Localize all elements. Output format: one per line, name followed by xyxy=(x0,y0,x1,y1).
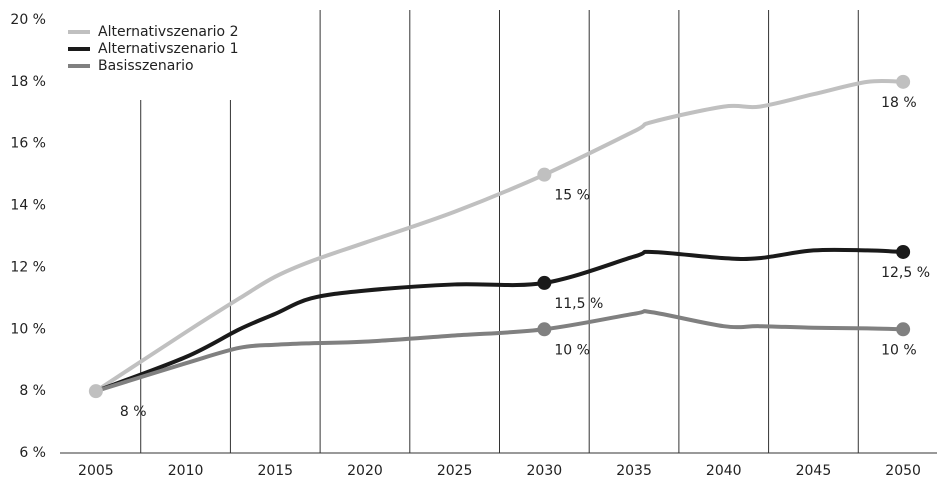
data-label: 18 % xyxy=(881,95,917,111)
legend-label: Alternativszenario 1 xyxy=(98,41,238,57)
point-marker xyxy=(537,275,552,290)
x-tick-label: 2005 xyxy=(78,463,114,479)
data-label: 8 % xyxy=(120,404,147,420)
point-marker xyxy=(88,384,103,399)
x-tick-label: 2040 xyxy=(706,463,742,479)
point-marker xyxy=(896,322,911,337)
x-tick-label: 2050 xyxy=(885,463,921,479)
data-label: 15 % xyxy=(554,188,590,204)
point-marker xyxy=(896,74,911,89)
data-label: 10 % xyxy=(554,342,590,358)
legend-background xyxy=(61,10,291,100)
y-tick-label: 14 % xyxy=(10,198,46,214)
legend-label: Basisszenario xyxy=(98,58,194,74)
data-label: 10 % xyxy=(881,342,917,358)
point-marker xyxy=(537,322,552,337)
y-tick-label: 12 % xyxy=(10,259,46,275)
y-tick-label: 20 % xyxy=(10,12,46,28)
x-tick-label: 2035 xyxy=(616,463,652,479)
point-marker xyxy=(537,167,552,182)
y-tick-label: 10 % xyxy=(10,321,46,337)
y-tick-label: 16 % xyxy=(10,136,46,152)
y-tick-label: 18 % xyxy=(10,74,46,90)
x-tick-label: 2020 xyxy=(347,463,383,479)
x-tick-label: 2010 xyxy=(168,463,204,479)
x-tick-label: 2015 xyxy=(257,463,293,479)
y-tick-label: 8 % xyxy=(19,383,46,399)
x-tick-label: 2030 xyxy=(527,463,563,479)
legend-label: Alternativszenario 2 xyxy=(98,24,238,40)
y-tick-label: 6 % xyxy=(19,445,46,461)
data-label: 12,5 % xyxy=(881,265,930,281)
point-marker xyxy=(896,244,911,259)
series-line xyxy=(94,78,904,393)
data-label: 11,5 % xyxy=(554,296,603,312)
x-tick-label: 2025 xyxy=(437,463,473,479)
x-tick-label: 2045 xyxy=(796,463,832,479)
